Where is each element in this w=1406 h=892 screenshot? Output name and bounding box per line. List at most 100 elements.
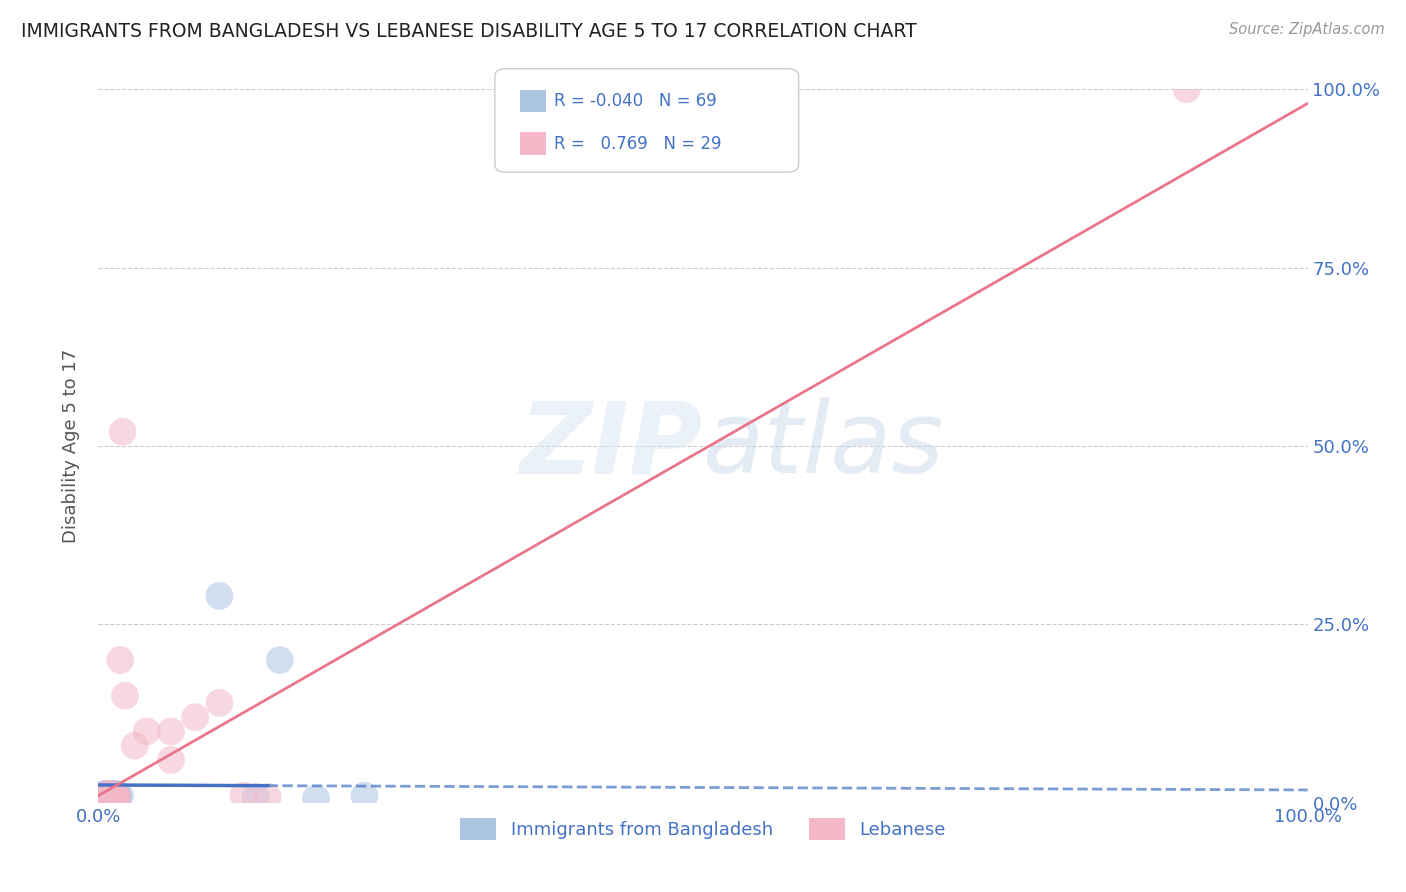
Point bbox=[100, 791, 122, 805]
Point bbox=[100, 791, 122, 805]
Point bbox=[94, 790, 117, 805]
Point bbox=[97, 791, 120, 805]
Point bbox=[98, 787, 121, 801]
Text: ZIP: ZIP bbox=[520, 398, 703, 494]
Point bbox=[114, 689, 136, 703]
Point bbox=[100, 790, 122, 805]
Point bbox=[160, 753, 183, 767]
Point bbox=[269, 653, 291, 667]
Point bbox=[101, 787, 124, 801]
Point bbox=[94, 787, 117, 801]
Point bbox=[96, 790, 118, 805]
Point bbox=[98, 789, 121, 803]
Point bbox=[100, 791, 122, 805]
Point bbox=[100, 789, 122, 803]
Point bbox=[100, 791, 122, 805]
Point bbox=[94, 789, 117, 803]
Point bbox=[97, 790, 120, 805]
Point bbox=[160, 724, 183, 739]
Point bbox=[98, 789, 121, 803]
Point bbox=[104, 791, 127, 805]
Point bbox=[100, 787, 122, 801]
Point bbox=[124, 739, 146, 753]
Point bbox=[94, 787, 117, 801]
Point bbox=[93, 792, 115, 806]
Point bbox=[105, 790, 128, 805]
Point bbox=[1175, 82, 1198, 96]
Point bbox=[103, 789, 125, 803]
Point bbox=[94, 787, 117, 801]
Text: R = -0.040   N = 69: R = -0.040 N = 69 bbox=[554, 92, 717, 110]
Point bbox=[97, 787, 120, 801]
Point bbox=[105, 790, 128, 805]
Point bbox=[100, 789, 122, 803]
Point bbox=[97, 789, 120, 803]
Point bbox=[97, 790, 120, 805]
Point bbox=[305, 791, 328, 805]
Point bbox=[208, 696, 231, 710]
Point bbox=[184, 710, 207, 724]
Point bbox=[353, 789, 375, 803]
Point bbox=[97, 790, 120, 805]
Point bbox=[100, 790, 122, 805]
Text: Source: ZipAtlas.com: Source: ZipAtlas.com bbox=[1229, 22, 1385, 37]
Point bbox=[100, 789, 122, 803]
Point bbox=[96, 791, 118, 805]
Point bbox=[101, 790, 124, 805]
Point bbox=[101, 789, 124, 803]
Point bbox=[98, 787, 121, 801]
Point bbox=[103, 787, 125, 801]
Point bbox=[100, 790, 122, 805]
Point bbox=[101, 789, 124, 803]
Point bbox=[97, 787, 120, 801]
Point bbox=[107, 789, 129, 803]
Point bbox=[100, 791, 122, 805]
Point bbox=[104, 790, 127, 805]
Point bbox=[96, 790, 118, 805]
Point bbox=[232, 789, 254, 803]
Point bbox=[96, 787, 118, 801]
Text: R =   0.769   N = 29: R = 0.769 N = 29 bbox=[554, 135, 721, 153]
Point bbox=[97, 787, 120, 801]
Point bbox=[103, 790, 125, 805]
Text: IMMIGRANTS FROM BANGLADESH VS LEBANESE DISABILITY AGE 5 TO 17 CORRELATION CHART: IMMIGRANTS FROM BANGLADESH VS LEBANESE D… bbox=[21, 22, 917, 41]
Point bbox=[101, 787, 124, 801]
Point bbox=[93, 792, 115, 806]
Point bbox=[101, 789, 124, 803]
Point bbox=[105, 787, 128, 801]
Point bbox=[94, 790, 117, 805]
Point bbox=[103, 789, 125, 803]
Point bbox=[103, 789, 125, 803]
Point bbox=[107, 790, 129, 805]
Y-axis label: Disability Age 5 to 17: Disability Age 5 to 17 bbox=[62, 349, 80, 543]
Point bbox=[101, 791, 124, 805]
Point bbox=[208, 589, 231, 603]
Point bbox=[105, 787, 128, 801]
Point bbox=[97, 787, 120, 801]
Point bbox=[96, 790, 118, 805]
Point bbox=[101, 790, 124, 805]
Point bbox=[111, 425, 134, 439]
Point bbox=[96, 791, 118, 805]
Point bbox=[103, 791, 125, 805]
Point bbox=[107, 790, 129, 805]
Point bbox=[101, 787, 124, 801]
Point bbox=[108, 789, 131, 803]
Point bbox=[96, 791, 118, 805]
Point bbox=[93, 787, 115, 801]
Point bbox=[98, 787, 121, 801]
Point bbox=[96, 787, 118, 801]
Point bbox=[105, 789, 128, 803]
Point bbox=[98, 789, 121, 803]
Point bbox=[100, 789, 122, 803]
Point bbox=[94, 787, 117, 801]
Point bbox=[103, 789, 125, 803]
Point bbox=[100, 790, 122, 805]
Text: atlas: atlas bbox=[703, 398, 945, 494]
Point bbox=[245, 790, 267, 805]
Point bbox=[256, 790, 278, 805]
Point bbox=[93, 789, 115, 803]
Point bbox=[100, 790, 122, 805]
Point bbox=[104, 790, 127, 805]
Point bbox=[98, 789, 121, 803]
